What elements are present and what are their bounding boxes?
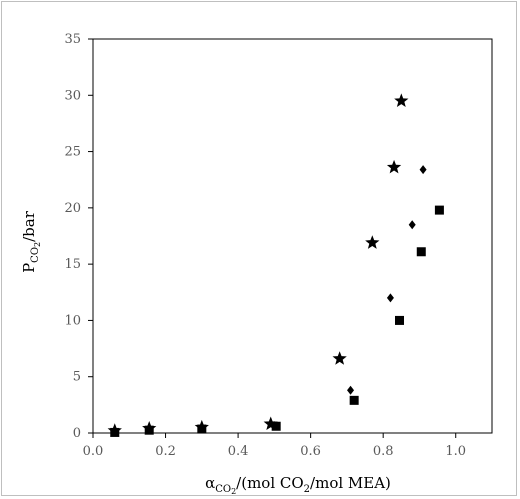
x-axis-ticks: 0.0 0.2 0.4 0.6 0.8 1.0 (83, 433, 466, 459)
star-marker (332, 351, 347, 365)
y-axis-symbol-subscript: CO (30, 247, 41, 263)
x-tick-label: 0.2 (155, 444, 176, 459)
x-axis-symbol-subscript-2: 2 (231, 487, 236, 496)
diamond-marker (347, 385, 355, 395)
square-marker (434, 205, 444, 215)
y-tick-label: 15 (64, 257, 81, 272)
star-marker (365, 235, 380, 249)
y-tick-label: 0 (73, 426, 81, 441)
y-tick-label: 20 (64, 201, 81, 216)
x-tick-label: 1.0 (445, 444, 466, 459)
star-marker (386, 159, 402, 174)
y-axis-symbol: P (20, 263, 38, 273)
y-axis-unit: /bar (20, 210, 38, 242)
square-marker (395, 315, 405, 325)
x-tick-label: 0.0 (83, 444, 104, 459)
square-marker (110, 427, 120, 437)
x-axis-symbol: α (205, 474, 215, 492)
y-axis-symbol-subscript-2: 2 (33, 242, 42, 247)
x-tick-label: 0.8 (373, 444, 394, 459)
y-tick-label: 25 (64, 145, 81, 160)
x-axis-title: αCO2/(mol CO2/mol MEA) (205, 474, 391, 496)
y-tick-label: 35 (64, 32, 81, 47)
square-marker (349, 395, 359, 405)
square-marker (416, 247, 426, 257)
axes (92, 38, 493, 434)
diamond-marker (386, 293, 394, 303)
x-axis-symbol-subscript: CO (215, 484, 231, 495)
square-marker (271, 421, 281, 431)
x-axis-unit-b: /mol MEA) (310, 474, 391, 492)
x-axis-unit-subscript: 2 (304, 484, 310, 495)
star-marker (263, 416, 278, 431)
y-axis-title: PCO2/bar (20, 210, 42, 273)
y-tick-label: 10 (64, 313, 81, 328)
y-tick-label: 30 (64, 88, 81, 103)
x-axis-unit-a: /(mol CO (236, 474, 304, 492)
diamond-marker (419, 165, 427, 175)
square-marker (197, 424, 207, 434)
plot-border (92, 38, 493, 434)
square-marker (144, 425, 154, 435)
data-points (107, 93, 444, 437)
diamond-marker (408, 220, 416, 230)
x-tick-label: 0.6 (300, 444, 321, 459)
y-axis-ticks: 0 5 10 15 20 25 30 35 (64, 32, 93, 441)
x-tick-label: 0.4 (228, 444, 249, 459)
y-tick-label: 5 (73, 370, 81, 385)
star-marker (394, 93, 409, 107)
